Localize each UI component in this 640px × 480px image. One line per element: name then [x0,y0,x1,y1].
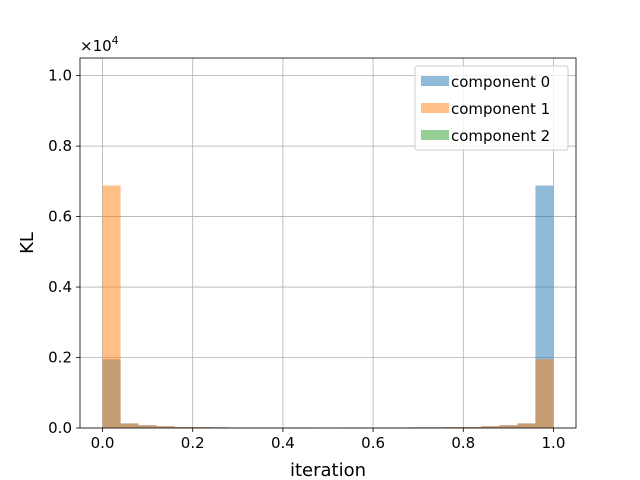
legend: component 0 component 1 component 2 [414,65,569,151]
bar-series-1 [517,423,536,428]
y-offset-exponent: 4 [112,34,119,47]
bar-series-1 [481,426,500,428]
x-axis-label: iteration [290,460,366,480]
bar-series-1 [499,425,518,428]
legend-frame [414,65,569,151]
legend-swatch [421,76,449,86]
bar-series-1 [192,427,211,428]
bar-series-1 [535,359,554,428]
plot-frame [79,57,577,429]
legend-swatch [421,130,449,140]
bar-series-1 [102,185,121,428]
legend-swatch [421,103,449,113]
y-offset-text: ×104 [80,34,119,55]
y-axis-label: KL [17,232,38,254]
y-tick-label: 0.2 [48,349,72,367]
bar-series-1 [156,426,175,428]
bar-series-1 [120,423,139,428]
x-tick-label: 0.4 [271,434,295,452]
ticks-layer: 0.0 0.2 0.4 0.6 0.8 1.0 0.0 0.2 0.4 0.6 0.8 1.0 [48,67,565,452]
x-tick-label: 0.0 [91,434,115,452]
x-tick-label: 0.8 [451,434,475,452]
y-tick-label: 0.8 [48,137,72,155]
bar-series-1 [463,426,482,428]
legend-label: component 2 [451,127,550,145]
x-tick-label: 0.6 [361,434,385,452]
bar-series-1 [138,425,157,428]
bars-layer [102,185,554,428]
y-tick-label: 1.0 [48,67,72,85]
legend-label: component 1 [451,100,550,118]
bar-series-1 [174,426,193,428]
y-tick-label: 0.6 [48,208,72,226]
x-tick-label: 1.0 [542,434,566,452]
y-offset-base: ×10 [80,37,112,55]
legend-label: component 0 [451,73,550,91]
bar-series-1 [445,427,464,428]
y-tick-label: 0.4 [48,278,72,296]
y-tick-label: 0.0 [48,419,72,437]
x-tick-label: 0.2 [181,434,205,452]
